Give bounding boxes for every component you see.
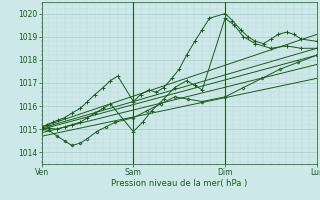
X-axis label: Pression niveau de la mer( hPa ): Pression niveau de la mer( hPa ) [111,179,247,188]
